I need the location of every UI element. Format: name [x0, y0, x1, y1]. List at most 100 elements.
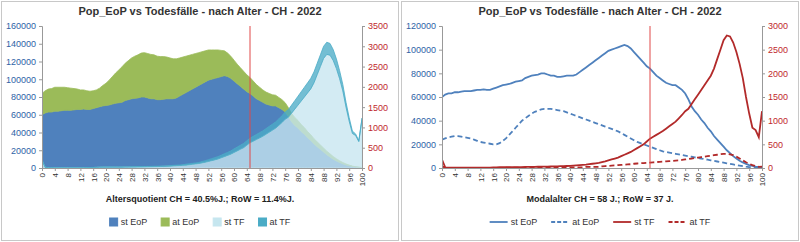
tick: 20: [502, 168, 511, 182]
tick-mark: [234, 168, 235, 171]
tick-mark: [39, 168, 42, 169]
legend-label: at EoP: [572, 217, 599, 227]
tick: 8: [464, 168, 473, 177]
chart-container: Pop_EoP vs Todesfälle - nach Alter - CH …: [0, 0, 800, 242]
legend-swatch: [213, 218, 221, 226]
tick: 48: [592, 168, 601, 182]
tick-label: 12: [477, 172, 486, 181]
x-axis: 0481216202428323640444852566064687276808…: [38, 168, 367, 186]
tick-label: 40: [566, 172, 575, 181]
legend-item: st TF: [613, 217, 655, 227]
tick-label: 40000: [11, 128, 36, 138]
tick-label: 80000: [11, 92, 36, 102]
tick-label: 56: [618, 172, 627, 181]
chart-panel: Pop_EoP vs Todesfälle - nach Alter - CH …: [402, 2, 799, 241]
tick: 100000: [406, 45, 442, 55]
tick: 40: [566, 168, 575, 182]
tick: 64: [643, 168, 652, 182]
tick-label: 92: [733, 172, 742, 181]
tick-label: 0: [768, 163, 773, 173]
tick: 36: [154, 168, 163, 182]
axis-line: [439, 27, 443, 169]
annotation: Modalalter CH = 58 J.; RoW = 37 J.: [526, 194, 673, 204]
tick-label: 56: [218, 172, 227, 181]
line-series: [442, 154, 762, 168]
line-series: [442, 45, 762, 167]
tick: 72: [669, 168, 678, 182]
tick: 40000: [11, 128, 42, 138]
tick: 120000: [406, 21, 442, 31]
tick-mark: [557, 168, 558, 171]
tick-mark: [736, 168, 737, 171]
tick-mark: [647, 168, 648, 171]
tick-mark: [519, 168, 520, 171]
tick-mark: [285, 168, 286, 171]
tick: 12: [77, 168, 86, 182]
tick-mark: [698, 168, 699, 171]
legend-item: st EoP: [110, 217, 148, 227]
tick-label: 160000: [6, 21, 36, 31]
tick: 20000: [11, 146, 42, 156]
tick-mark: [170, 168, 171, 171]
tick: 92: [333, 168, 342, 182]
tick-mark: [583, 168, 584, 171]
axis-line: [363, 27, 366, 169]
tick: 48: [192, 168, 201, 182]
tick-label: 36: [554, 172, 563, 181]
tick-label: 120000: [6, 57, 36, 67]
legend: st EoPat EoPst TFat TF: [110, 217, 291, 227]
tick: 160000: [6, 21, 42, 31]
tick-label: 60000: [411, 92, 436, 102]
plot-area: [442, 26, 762, 168]
tick-label: 40000: [411, 116, 436, 126]
tick-mark: [634, 168, 635, 171]
legend-swatch: [161, 218, 169, 226]
tick-mark: [106, 168, 107, 171]
tick: 4: [451, 168, 460, 177]
tick-label: 88: [720, 172, 729, 181]
tick-mark: [349, 168, 350, 171]
tick-mark: [221, 168, 222, 171]
tick-mark: [362, 26, 365, 27]
tick-label: 88: [320, 172, 329, 181]
tick-mark: [362, 107, 365, 108]
tick-label: 100000: [6, 75, 36, 85]
tick-mark: [119, 168, 120, 171]
tick-label: 3500: [368, 21, 388, 31]
legend-swatch: [669, 221, 687, 223]
tick-label: 68: [256, 172, 265, 181]
tick-label: 2000: [768, 69, 788, 79]
tick-label: 500: [368, 143, 383, 153]
tick-label: 80: [694, 172, 703, 181]
tick-label: 28: [128, 172, 137, 181]
tick-mark: [749, 168, 750, 171]
x-axis: 0481216202428323640444852566064687276808…: [438, 168, 767, 186]
tick-mark: [493, 168, 494, 171]
tick-label: 4: [51, 172, 60, 177]
axis-line: [43, 169, 363, 172]
tick: 56: [618, 168, 627, 182]
tick: 24: [115, 168, 124, 182]
tick-mark: [93, 168, 94, 171]
tick-mark: [544, 168, 545, 171]
axis-line: [39, 27, 43, 169]
tick-mark: [570, 168, 571, 171]
tick-mark: [39, 79, 42, 80]
tick-label: 44: [179, 172, 188, 181]
tick-label: 76: [282, 172, 291, 181]
tick: 52: [605, 168, 614, 182]
tick: 80000: [411, 69, 442, 79]
tick: 1500: [362, 103, 388, 113]
y-axis: 020000400006000080000100000120000: [406, 21, 443, 173]
legend-item: st EoP: [490, 217, 538, 227]
tick-mark: [672, 168, 673, 171]
tick-mark: [39, 26, 42, 27]
area-series: [42, 50, 362, 168]
legend-label: at TF: [270, 217, 291, 227]
line-series: [442, 109, 762, 168]
tick: 32: [141, 168, 150, 182]
tick-label: 16: [490, 172, 499, 181]
tick-label: 500: [768, 140, 783, 150]
tick-mark: [324, 168, 325, 171]
tick-label: 0: [438, 172, 447, 177]
